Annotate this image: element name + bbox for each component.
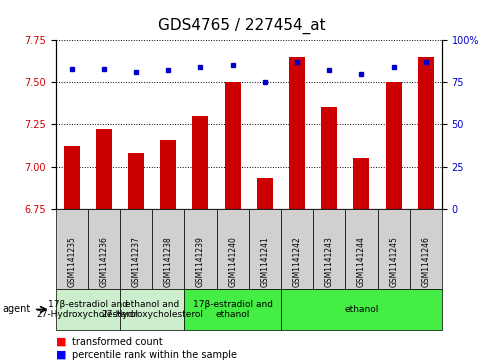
Text: ethanol and
27-Hydroxycholesterol: ethanol and 27-Hydroxycholesterol [101,300,203,319]
Text: GSM1141242: GSM1141242 [293,236,301,287]
Bar [385,82,402,209]
Bar [160,139,176,209]
Text: 17β-estradiol and
ethanol: 17β-estradiol and ethanol [193,300,272,319]
Text: GSM1141240: GSM1141240 [228,236,237,287]
Text: GDS4765 / 227454_at: GDS4765 / 227454_at [157,18,326,34]
Text: GSM1141246: GSM1141246 [421,236,430,287]
Bar [257,178,273,209]
Text: ■: ■ [56,350,66,360]
Text: GSM1141243: GSM1141243 [325,236,334,287]
Bar [128,153,144,209]
Bar [321,107,337,209]
Text: ■: ■ [56,337,66,347]
Text: GSM1141241: GSM1141241 [260,236,270,287]
Bar [225,82,241,209]
Bar [192,116,209,209]
Text: transformed count: transformed count [72,337,163,347]
Text: GSM1141238: GSM1141238 [164,236,173,287]
Text: GSM1141237: GSM1141237 [131,236,141,287]
Text: GSM1141245: GSM1141245 [389,236,398,287]
Text: 17β-estradiol and
27-Hydroxycholesterol: 17β-estradiol and 27-Hydroxycholesterol [37,300,139,319]
Bar [289,57,305,209]
Text: GSM1141236: GSM1141236 [99,236,108,287]
Text: percentile rank within the sample: percentile rank within the sample [72,350,238,360]
Text: GSM1141239: GSM1141239 [196,236,205,287]
Text: GSM1141244: GSM1141244 [357,236,366,287]
Text: ethanol: ethanol [344,305,379,314]
Text: GSM1141235: GSM1141235 [67,236,76,287]
Bar [96,129,112,209]
Bar [354,158,369,209]
Bar [64,146,80,209]
Text: agent: agent [2,305,30,314]
Bar [418,57,434,209]
